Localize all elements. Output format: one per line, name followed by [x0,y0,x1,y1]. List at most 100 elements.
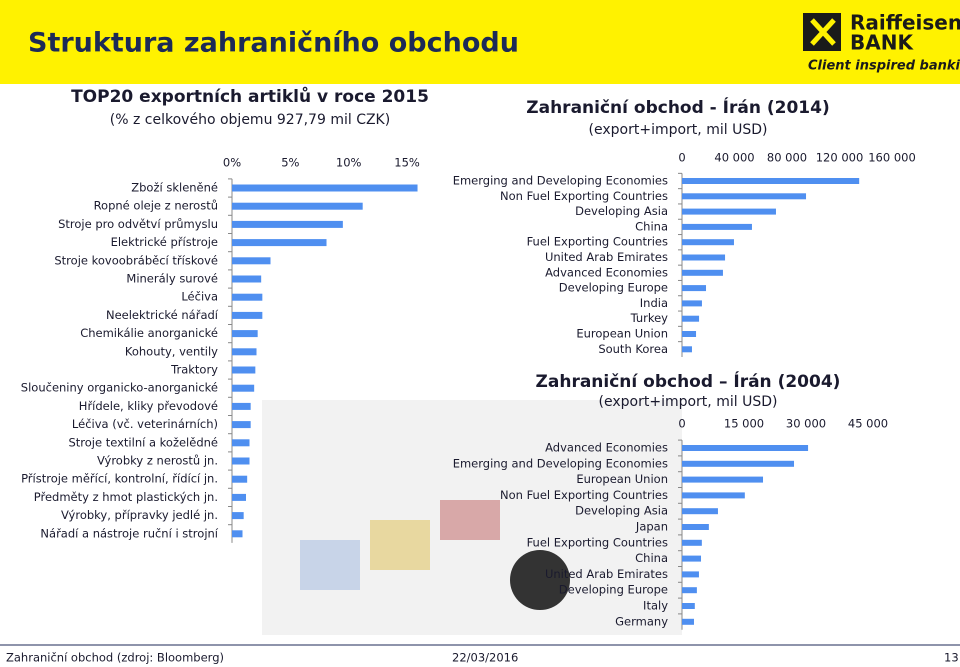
y-tick-label: Elektrické přístroje [111,235,218,249]
chart-subtitle: (export+import, mil USD) [599,394,778,410]
x-tick-label: 40 000 [714,151,754,165]
y-tick-label: Ropné oleje z nerostů [94,199,218,213]
bar [232,220,343,228]
bar [232,330,258,338]
bar [232,257,271,265]
y-tick-label: Japan [635,520,668,534]
y-tick-label: Turkey [630,311,669,325]
y-tick-label: Emerging and Developing Economies [453,456,668,470]
x-tick-label: 0% [223,156,241,170]
bar [232,311,263,319]
bar [232,421,251,429]
bar [682,346,692,353]
y-tick-label: Fuel Exporting Countries [527,535,668,549]
slide-title: Struktura zahraničního obchodu [28,28,519,59]
bar [682,476,764,483]
y-tick-label: Léčiva [181,290,218,304]
x-tick-label: 120 000 [816,151,864,165]
y-tick-label: Emerging and Developing Economies [453,174,668,188]
logo-tagline: Client inspired banking [808,59,960,74]
y-tick-label: Developing Europe [559,281,668,295]
bar [682,618,694,625]
bar [682,524,709,530]
x-tick-label: 30 000 [786,417,826,431]
logo-name: Raiffeisen [850,11,960,35]
y-tick-label: Hřídele, kliky převodové [79,399,218,413]
bar [232,202,363,210]
bar [232,293,263,301]
image-flag [300,540,360,590]
chart-subtitle: (% z celkového objemu 927,79 mil CZK) [110,112,390,128]
y-tick-label: Stroje textilní a koželědné [68,435,218,449]
bar [682,492,745,499]
header-band [0,0,960,84]
y-tick-label: Přístroje měřící, kontrolní, řídící jn. [21,472,218,486]
y-tick-label: United Arab Emirates [545,567,668,581]
y-tick-label: Advanced Economies [545,441,668,455]
y-tick-label: Zboží skleněné [131,181,218,195]
cartoon-image [262,400,682,635]
y-tick-label: China [635,219,668,233]
y-tick-label: Kohouty, ventily [125,344,218,358]
y-tick-label: China [635,551,668,565]
y-tick-label: Sloučeniny organicko-anorganické [21,381,218,395]
y-tick-label: India [640,296,668,310]
bar [682,571,699,578]
bar [232,512,244,520]
bar [682,555,702,562]
bar [682,603,695,609]
chart-title: TOP20 exportních artiklů v roce 2015 [71,85,429,107]
y-tick-label: European Union [576,327,668,341]
y-tick-label: Traktory [170,363,218,377]
bar [682,285,707,292]
y-tick-label: Advanced Economies [545,265,668,279]
y-tick-label: Minerály surové [126,272,218,286]
bar [682,178,860,184]
bar [682,539,702,546]
y-tick-label: Developing Asia [575,204,668,218]
bar [232,457,250,465]
bar [682,269,723,276]
x-tick-label: 15 000 [724,417,764,431]
bar [232,239,327,247]
x-tick-label: 0 [678,417,685,431]
y-tick-label: Developing Europe [559,583,668,597]
bar [232,366,256,374]
bar [682,239,734,246]
bar [682,193,807,200]
y-tick-label: Výrobky, přípravky jedlé jn. [61,508,218,522]
bar [682,460,795,467]
image-flag [440,500,500,540]
footer-source: Zahraniční obchod (zdroj: Bloomberg) [6,651,224,665]
chart-title: Zahraniční obchod – Írán (2004) [536,370,841,392]
bar [232,475,248,483]
y-tick-label: Předměty z hmot plastických jn. [34,490,218,504]
y-tick-label: Non Fuel Exporting Countries [500,189,668,203]
bar [232,439,250,447]
logo: Raiffeisen BANK Client inspired banking [803,11,960,74]
y-tick-label: Fuel Exporting Countries [527,235,668,249]
bar [232,530,243,538]
bar [682,300,702,307]
x-tick-label: 10% [336,156,362,170]
bar [682,315,700,322]
footer-date: 22/03/2016 [452,651,518,665]
y-tick-label: Výrobky z nerostů jn. [97,454,218,468]
logo-bank: BANK [850,31,914,55]
bar [232,402,251,410]
bar [232,275,262,283]
y-tick-label: Non Fuel Exporting Countries [500,488,668,502]
logo-mark [810,18,836,46]
y-tick-label: South Korea [598,342,668,356]
bar [232,184,418,192]
y-tick-label: Developing Asia [575,504,668,518]
y-tick-label: Germany [615,614,668,628]
y-tick-label: Italy [643,599,668,613]
x-tick-label: 0 [678,151,685,165]
y-tick-label: United Arab Emirates [545,250,668,264]
bar [682,331,697,337]
bar [232,384,255,392]
y-tick-label: Chemikálie anorganické [80,326,218,340]
x-tick-label: 5% [281,156,299,170]
